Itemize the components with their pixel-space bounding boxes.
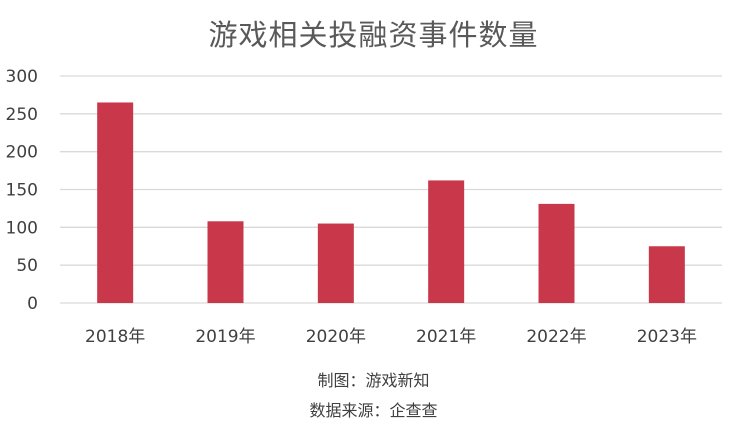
bars	[97, 102, 685, 303]
y-tick-label: 300	[6, 67, 38, 87]
bar-2018年	[97, 102, 134, 303]
y-axis-ticks: 0 50 100 150 200 250 300	[6, 67, 38, 314]
y-tick-label: 250	[6, 105, 38, 125]
data-source: 数据来源：企查查	[309, 401, 438, 420]
x-tick-label: 2023年	[637, 327, 697, 347]
x-tick-label: 2018年	[85, 327, 145, 347]
gridlines	[60, 75, 722, 304]
x-tick-label: 2020年	[306, 327, 366, 347]
y-tick-label: 200	[6, 143, 38, 163]
y-tick-label: 100	[6, 218, 38, 238]
x-tick-label: 2022年	[526, 327, 586, 347]
x-axis-ticks: 2018年 2019年 2020年 2021年 2022年 2023年	[85, 327, 697, 347]
y-tick-label: 150	[6, 181, 38, 201]
y-tick-label: 0	[27, 294, 38, 314]
chart-title: 游戏相关投融资事件数量	[208, 18, 539, 52]
bar-2019年	[207, 221, 244, 303]
chart-credit: 制图：游戏新知	[317, 371, 430, 390]
x-tick-label: 2019年	[195, 327, 255, 347]
x-tick-label: 2021年	[416, 327, 476, 347]
y-tick-label: 50	[16, 256, 38, 276]
bar-2022年	[538, 203, 575, 303]
bar-2020年	[317, 223, 354, 303]
bar-2021年	[428, 180, 465, 303]
bar-2023年	[648, 246, 685, 303]
